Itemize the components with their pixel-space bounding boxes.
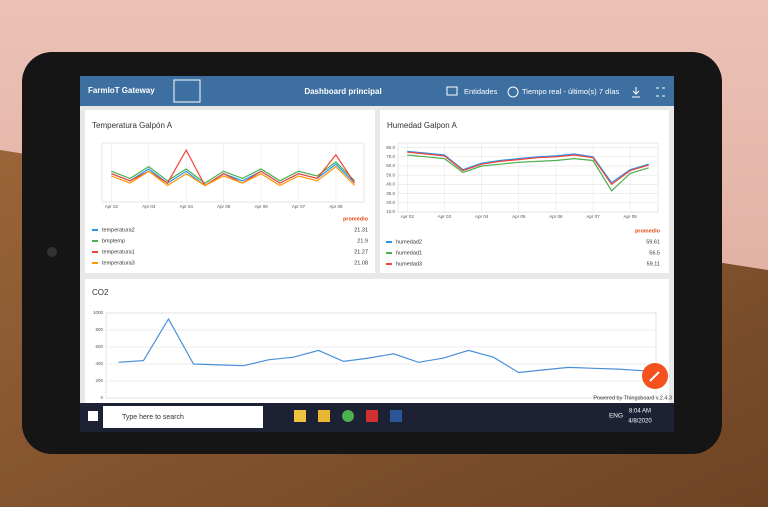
dashboard-title: Dashboard principal (304, 87, 381, 96)
legend-average: 56.5 (649, 250, 660, 256)
legend-label: temperatura2 (102, 227, 135, 233)
search-placeholder: Type here to search (122, 414, 184, 421)
entities-icon[interactable] (446, 86, 458, 96)
app-icon[interactable] (342, 410, 354, 422)
legend-average: 21.27 (354, 249, 368, 255)
legend-label: humedad1 (396, 250, 422, 256)
timewindow[interactable]: Tiempo real - último(s) 7 días (522, 87, 620, 96)
app-header (80, 76, 674, 106)
x-tick-label: Apr 02 (401, 214, 415, 219)
legend-label: humedad3 (396, 261, 422, 267)
y-tick-label: 200 (95, 378, 103, 383)
logo (173, 79, 201, 103)
app-icon[interactable] (294, 410, 306, 422)
y-tick-label: 40.0 (386, 182, 395, 187)
legend-average: 21.9 (357, 238, 368, 244)
series-line (111, 165, 356, 187)
x-tick-label: Apr 06 (549, 214, 563, 219)
y-tick-label: 30.0 (386, 191, 395, 196)
series-line (407, 150, 649, 184)
y-tick-label: 10.0 (386, 209, 395, 214)
x-tick-label: Apr 08 (329, 204, 343, 209)
series-line (118, 317, 644, 374)
widget-title: CO2 (92, 288, 109, 297)
x-tick-label: Apr 03 (438, 214, 452, 219)
y-tick-label: 400 (95, 361, 103, 366)
legend-average: 59.11 (647, 261, 660, 267)
language: ENG (609, 413, 623, 420)
legend-label: temperatura1 (102, 249, 135, 255)
x-tick-label: Apr 07 (292, 204, 306, 209)
clock-icon (507, 86, 519, 98)
x-tick-label: Apr 07 (586, 214, 600, 219)
legend-header: promedio (635, 228, 661, 234)
x-tick-label: Apr 02 (105, 204, 119, 209)
series-line (111, 161, 356, 184)
widget-panel (380, 110, 669, 273)
y-tick-label: 80.0 (386, 145, 395, 150)
footer: Powered by Thingsboard v.2.4.3 (593, 395, 672, 401)
app-icon[interactable] (318, 410, 330, 422)
app-icon[interactable] (366, 410, 378, 422)
edit-icon (649, 371, 660, 382)
clock-date: 4/8/2020 (628, 419, 652, 425)
brand: FarmIoT Gateway (88, 86, 155, 95)
y-tick-label: 70.0 (386, 154, 395, 159)
series-line (407, 151, 649, 186)
legend-label: humedad2 (396, 239, 422, 245)
widget-panel (85, 279, 669, 403)
y-tick-label: 60.0 (386, 163, 395, 168)
entities-button[interactable]: Entidades (464, 87, 498, 96)
plot-area (101, 142, 365, 203)
legend-average: 21.31 (354, 227, 368, 233)
search-box[interactable] (103, 406, 263, 428)
x-tick-label: Apr 06 (254, 204, 268, 209)
y-tick-label: 800 (95, 327, 103, 332)
widget-title: Temperatura Galpón A (92, 121, 173, 130)
start-button[interactable] (88, 411, 98, 421)
series-line (407, 154, 649, 192)
y-tick-label: 1000 (93, 310, 104, 315)
y-tick-label: 50.0 (386, 172, 395, 177)
legend-header: promedio (343, 216, 369, 222)
y-tick-label: 0 (100, 395, 103, 400)
x-tick-label: Apr 04 (180, 204, 194, 209)
x-tick-label: Apr 03 (142, 204, 156, 209)
clock-time: 8:04 AM (629, 409, 651, 415)
camera (47, 247, 57, 257)
x-tick-label: Apr 05 (512, 214, 526, 219)
x-tick-label: Apr 05 (217, 204, 231, 209)
widget-panel (85, 110, 375, 273)
y-tick-label: 20.0 (386, 200, 395, 205)
app-icon[interactable] (390, 410, 402, 422)
widget-title: Humedad Galpon A (387, 121, 457, 130)
x-tick-label: Apr 04 (475, 214, 489, 219)
y-tick-label: 600 (95, 344, 103, 349)
legend-average: 59.61 (646, 239, 660, 245)
export-button[interactable] (632, 87, 640, 98)
legend-label: bmptemp (102, 238, 125, 244)
fullscreen-button[interactable] (656, 87, 665, 97)
legend-label: temperatura3 (102, 260, 135, 266)
legend-average: 21.08 (354, 260, 368, 266)
x-tick-label: Apr 08 (624, 214, 638, 219)
